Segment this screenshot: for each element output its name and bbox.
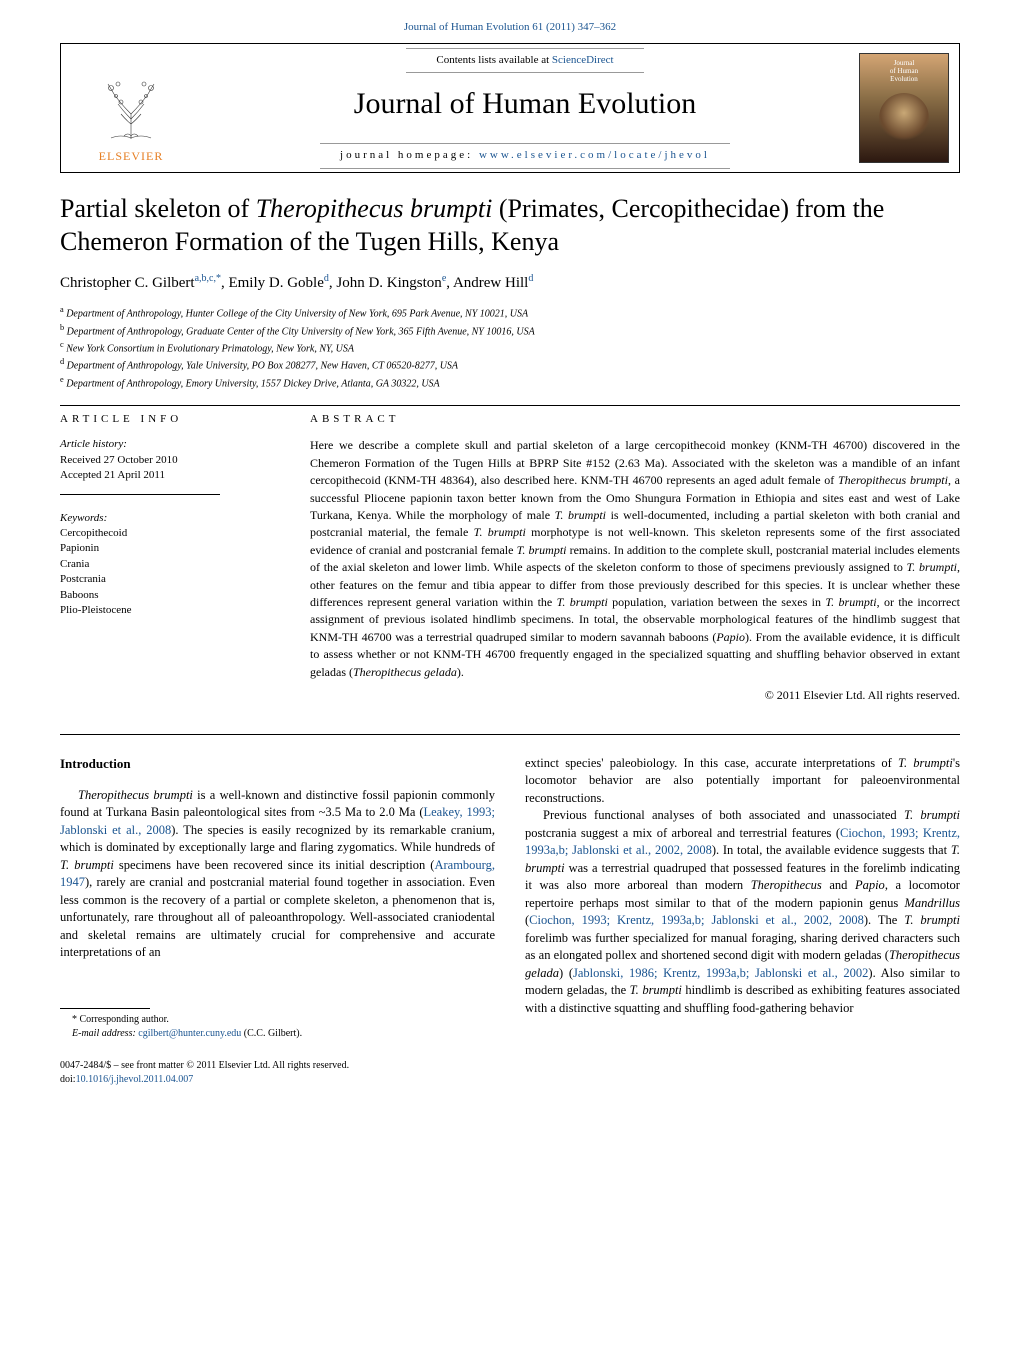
author-4: , Andrew Hill [446,275,528,291]
elsevier-tree-icon [96,74,166,144]
article-info-column: ARTICLE INFO Article history: Received 2… [60,412,280,704]
elsevier-label: ELSEVIER [99,148,164,165]
keyword: Cercopithecoid [60,526,280,541]
abstract-column: ABSTRACT Here we describe a complete sku… [310,412,960,704]
affiliations: a Department of Anthropology, Hunter Col… [60,304,960,391]
keywords-block: Keywords: Cercopithecoid Papionin Crania… [60,511,280,619]
body-paragraph: extinct species' paleobiology. In this c… [525,755,960,808]
keyword: Postcrania [60,572,280,587]
homepage-link[interactable]: www.elsevier.com/locate/jhevol [479,149,710,161]
left-column: Introduction Theropithecus brumpti is a … [60,755,495,1087]
footnote-divider [60,1008,150,1009]
article-history: Article history: Received 27 October 201… [60,437,220,494]
citation-link[interactable]: Jablonski, 1986; Krentz, 1993a,b; Jablon… [573,966,868,980]
doi-link[interactable]: 10.1016/j.jhevol.2011.04.007 [76,1074,194,1085]
journal-header: ELSEVIER Contents lists available at Sci… [60,43,960,173]
author-4-affil[interactable]: d [528,273,533,284]
skull-icon [879,93,929,143]
right-column: extinct species' paleobiology. In this c… [525,755,960,1087]
email-link[interactable]: cgilbert@hunter.cuny.edu [138,1028,241,1039]
abstract-heading: ABSTRACT [310,412,960,427]
cover-text: Journal of Human Evolution [890,60,918,83]
cover-thumbnail-box: Journal of Human Evolution [849,44,959,172]
article-title: Partial skeleton of Theropithecus brumpt… [60,193,960,258]
author-1-affil[interactable]: a,b,c, [195,273,216,284]
author-1: Christopher C. Gilbert [60,275,195,291]
corresponding-author-footnote: * Corresponding author. [60,1013,495,1027]
copyright: © 2011 Elsevier Ltd. All rights reserved… [310,687,960,704]
author-2: , Emily D. Goble [221,275,324,291]
divider [60,734,960,735]
header-center: Contents lists available at ScienceDirec… [201,44,849,172]
body-paragraph: Theropithecus brumpti is a well-known an… [60,787,495,962]
front-matter-meta: 0047-2484/$ – see front matter © 2011 El… [60,1059,495,1087]
contents-line: Contents lists available at ScienceDirec… [406,48,643,73]
divider [60,405,960,406]
body-paragraph: Previous functional analyses of both ass… [525,807,960,1017]
citation-link[interactable]: Journal of Human Evolution 61 (2011) 347… [404,21,616,33]
body-columns: Introduction Theropithecus brumpti is a … [60,755,960,1087]
keyword: Papionin [60,541,280,556]
journal-citation: Journal of Human Evolution 61 (2011) 347… [60,20,960,35]
author-3: , John D. Kingston [329,275,442,291]
citation-link[interactable]: Ciochon, 1993; Krentz, 1993a,b; Jablonsk… [529,913,864,927]
journal-title: Journal of Human Evolution [354,83,696,125]
abstract-text: Here we describe a complete skull and pa… [310,437,960,680]
introduction-heading: Introduction [60,755,495,773]
keyword: Baboons [60,588,280,603]
keyword: Plio-Pleistocene [60,603,280,618]
email-footnote: E-mail address: cgilbert@hunter.cuny.edu… [60,1027,495,1041]
publisher-logo-box: ELSEVIER [61,44,201,172]
sciencedirect-link[interactable]: ScienceDirect [552,54,614,66]
journal-cover-icon: Journal of Human Evolution [859,53,949,163]
journal-homepage: journal homepage: www.elsevier.com/locat… [320,143,730,168]
keyword: Crania [60,557,280,572]
article-info-heading: ARTICLE INFO [60,412,280,427]
authors-line: Christopher C. Gilberta,b,c,*, Emily D. … [60,272,960,294]
